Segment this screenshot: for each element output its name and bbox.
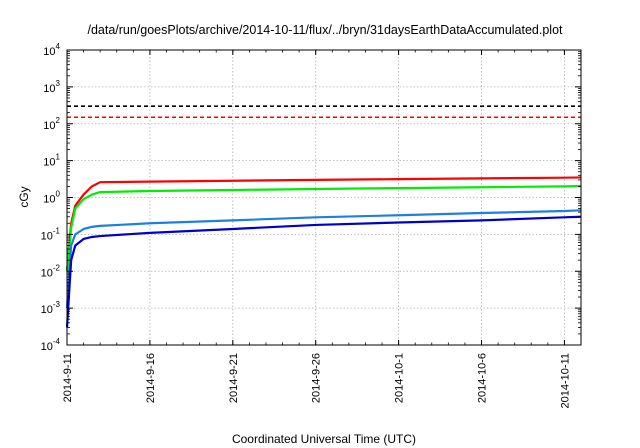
x-axis-label: Coordinated Universal Time (UTC) (232, 432, 416, 446)
x-tick-label: 2014-10-6 (477, 353, 489, 403)
x-tick-label: 2014-10-1 (394, 353, 406, 403)
x-tick-label: 2014-9-11 (62, 353, 74, 402)
y-tick-exponent: 4 (56, 42, 61, 51)
reference-lines (67, 105, 581, 119)
x-tick-label: 2014-9-16 (145, 353, 157, 403)
y-tick-exponent: -3 (53, 300, 61, 309)
y-tick-label: 10-1 (41, 226, 61, 242)
y-tick-base: 10 (41, 304, 53, 316)
x-tick-label: 2014-9-26 (311, 353, 323, 403)
series (65, 176, 582, 328)
y-tick-label: 104 (43, 42, 60, 58)
y-axis-label: cGy (17, 186, 31, 207)
y-tick-exponent: 2 (56, 116, 61, 125)
x-tick-labels: 2014-9-11 2014-9-16 2014-9-21 2014-9-26 2014… (62, 353, 571, 408)
y-tick-exponent: 1 (56, 153, 61, 162)
chart-title: /data/run/goesPlots/archive/2014-10-11/f… (87, 23, 563, 37)
y-tick-label: 101 (43, 153, 60, 169)
y-tick-exponent: 3 (56, 79, 61, 88)
y-tick-base: 10 (41, 341, 53, 353)
y-tick-base: 10 (43, 83, 55, 95)
x-tick-label: 2014-10-11 (559, 353, 571, 408)
y-tick-base: 10 (43, 46, 55, 58)
y-tick-label: 10-4 (41, 337, 61, 353)
y-tick-label: 103 (43, 79, 60, 95)
y-tick-label: 102 (43, 116, 60, 132)
y-tick-label: 10-2 (41, 263, 61, 279)
y-tick-base: 10 (43, 157, 55, 169)
x-tick-label: 2014-9-21 (228, 353, 240, 403)
y-tick-label: 10-3 (41, 300, 61, 316)
ticks (66, 49, 582, 346)
y-tick-base: 10 (43, 194, 55, 206)
y-tick-base: 10 (43, 120, 55, 132)
series-line (65, 215, 582, 328)
y-tick-exponent: -1 (53, 226, 61, 235)
y-tick-base: 10 (41, 230, 53, 242)
series-line (65, 184, 582, 272)
y-tick-base: 10 (41, 267, 53, 279)
series-line (65, 209, 582, 309)
y-tick-exponent: 0 (56, 190, 61, 199)
y-tick-label: 100 (43, 190, 60, 206)
series-line (65, 176, 582, 272)
y-tick-exponent: -2 (53, 263, 61, 272)
y-tick-exponent: -4 (53, 337, 61, 346)
